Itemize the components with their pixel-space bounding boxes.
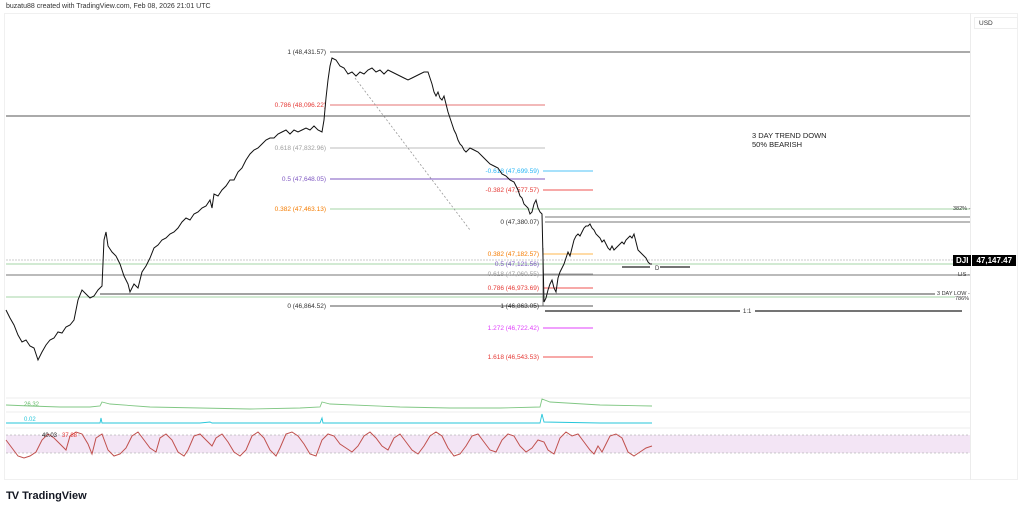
svg-text:0.5 (47,121.56): 0.5 (47,121.56) — [495, 261, 539, 268]
last-price-tag[interactable]: DJI 47,147.47 — [953, 255, 1017, 266]
svg-text:26.32: 26.32 — [24, 402, 40, 408]
svg-text:0.786 (48,096.22): 0.786 (48,096.22) — [275, 102, 326, 109]
label-3-day-low: 3 DAY LOW - — [937, 291, 970, 297]
chart-attribution: buzatu88 created with TradingView.com, F… — [6, 3, 211, 10]
fib-label-1: 1 (48,431.57) — [287, 49, 326, 56]
currency-label[interactable]: USD — [974, 17, 1018, 29]
symbol-label: DJI — [953, 255, 972, 266]
svg-text:0.02: 0.02 — [24, 417, 36, 423]
tradingview-logo-text: TradingView — [22, 490, 87, 502]
label-786: 786% — [955, 296, 970, 302]
svg-text:-0.618 (47,699.59): -0.618 (47,699.59) — [486, 168, 539, 175]
svg-text:0.786 (46,973.69): 0.786 (46,973.69) — [488, 285, 539, 292]
volume-line — [6, 413, 652, 424]
svg-text:0.382 (47,182.57): 0.382 (47,182.57) — [488, 251, 539, 258]
annotation-line-1: 3 DAY TREND DOWN — [752, 131, 827, 140]
svg-text:-0.382 (47,577.57): -0.382 (47,577.57) — [486, 187, 539, 194]
annotation-line-2: 50% BEARISH — [752, 140, 803, 149]
svg-text:1:1: 1:1 — [743, 309, 752, 315]
rsi-band — [6, 435, 970, 453]
trend-annotation: 3 DAY TREND DOWN 50% BEARISH — [752, 131, 827, 149]
svg-text:0 (47,380.07): 0 (47,380.07) — [500, 219, 539, 226]
fib-trend-line — [354, 77, 471, 231]
svg-text:40.03: 40.03 — [42, 433, 58, 439]
svg-text:1 (46,863.05): 1 (46,863.05) — [500, 303, 539, 310]
svg-text:1.272 (46,722.42): 1.272 (46,722.42) — [488, 325, 539, 332]
price-line — [5, 57, 652, 362]
svg-text:0.5 (47,648.05): 0.5 (47,648.05) — [282, 176, 326, 183]
tradingview-logo[interactable]: TV TradingView — [6, 490, 87, 502]
svg-text:D: D — [655, 266, 660, 272]
last-price-value: 47,147.47 — [972, 255, 1017, 266]
chart-frame — [4, 13, 1018, 480]
svg-text:37.88: 37.88 — [62, 433, 78, 439]
adx-line — [5, 398, 653, 410]
svg-text:0.618 (47,832.96): 0.618 (47,832.96) — [275, 145, 326, 152]
rsi-line — [5, 431, 653, 459]
price-axis-divider — [970, 13, 971, 480]
label-382: 382% - — [953, 206, 971, 212]
svg-text:0 (46,864.52): 0 (46,864.52) — [287, 303, 326, 310]
svg-text:0.618 (47,060.55): 0.618 (47,060.55) — [488, 271, 539, 278]
tradingview-logo-icon: TV — [6, 490, 19, 502]
label-lis: LIS - — [958, 272, 970, 278]
svg-text:0.382 (47,463.13): 0.382 (47,463.13) — [275, 206, 326, 213]
svg-text:1.618 (46,543.53): 1.618 (46,543.53) — [488, 354, 539, 361]
